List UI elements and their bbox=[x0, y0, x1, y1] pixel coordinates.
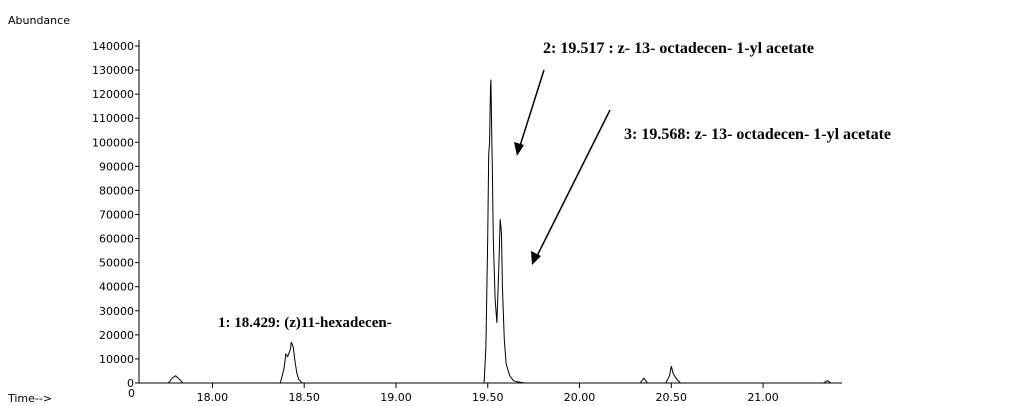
x-tick-label: 20.00 bbox=[564, 391, 596, 404]
y-tick-label: 120000 bbox=[92, 88, 134, 101]
x-ticks: 18.00 18.50 19.00 19.50 20.00 20.50 21.00 0 bbox=[128, 383, 779, 404]
y-ticks: 0 10000 20000 30000 40000 50000 60000 70000 8000… bbox=[92, 40, 139, 390]
y-tick-label: 50000 bbox=[99, 257, 134, 270]
y-tick-label: 80000 bbox=[99, 184, 134, 197]
annotation-peak-3: 3: 19.568: z- 13- octadecen- 1-yl acetat… bbox=[624, 126, 891, 143]
x-axis-title: Time--> bbox=[7, 392, 52, 405]
y-tick-label: 30000 bbox=[99, 305, 134, 318]
x-tick-label: 20.50 bbox=[656, 391, 688, 404]
arrow-peak-3 bbox=[531, 109, 611, 265]
y-tick-label: 140000 bbox=[92, 40, 134, 53]
x-tick-label: 19.00 bbox=[380, 391, 412, 404]
y-tick-label: 110000 bbox=[92, 112, 134, 125]
y-tick-label: 90000 bbox=[99, 160, 134, 173]
x-tick-label: 21.00 bbox=[747, 391, 779, 404]
x-origin-label: 0 bbox=[128, 387, 135, 400]
arrow-peak-2 bbox=[514, 69, 545, 156]
y-tick-label: 10000 bbox=[99, 353, 134, 366]
chromatogram-trace bbox=[139, 79, 842, 384]
annotation-peak-2: 2: 19.517 : z- 13- octadecen- 1-yl aceta… bbox=[543, 40, 814, 57]
y-tick-label: 0 bbox=[127, 377, 134, 390]
y-axis-title: Abundance bbox=[8, 14, 70, 27]
x-tick-label: 18.50 bbox=[288, 391, 320, 404]
x-tick-label: 19.50 bbox=[472, 391, 504, 404]
x-tick-label: 18.00 bbox=[197, 391, 229, 404]
y-tick-label: 130000 bbox=[92, 64, 134, 77]
y-tick-label: 20000 bbox=[99, 329, 134, 342]
y-tick-label: 70000 bbox=[99, 209, 134, 222]
annotation-peak-1: 1: 18.429: (z)11-hexadecen- bbox=[218, 315, 392, 331]
y-tick-label: 60000 bbox=[99, 233, 134, 246]
y-tick-label: 40000 bbox=[99, 281, 134, 294]
y-tick-label: 100000 bbox=[92, 136, 134, 149]
